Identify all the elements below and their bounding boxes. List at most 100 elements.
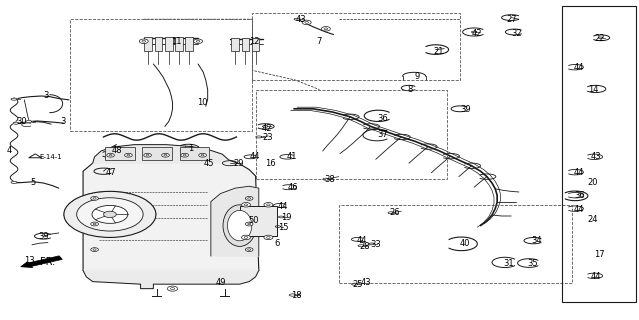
Text: 3: 3 — [43, 92, 49, 100]
Text: 29: 29 — [233, 159, 243, 168]
Bar — [339, 205, 572, 283]
Text: 18: 18 — [291, 292, 302, 300]
Text: 16: 16 — [265, 159, 276, 168]
Text: 30: 30 — [16, 117, 27, 126]
Polygon shape — [26, 121, 32, 123]
Text: 25: 25 — [353, 280, 363, 289]
Circle shape — [146, 155, 149, 156]
Text: 4: 4 — [6, 146, 12, 155]
Text: 7: 7 — [316, 37, 321, 46]
Circle shape — [194, 39, 203, 44]
Circle shape — [127, 155, 130, 156]
Polygon shape — [83, 270, 259, 289]
Text: 27: 27 — [506, 15, 517, 24]
Circle shape — [324, 28, 328, 30]
Text: 35: 35 — [527, 260, 538, 268]
Circle shape — [162, 153, 169, 157]
Polygon shape — [93, 145, 229, 163]
Circle shape — [142, 40, 146, 42]
Circle shape — [93, 223, 96, 225]
Text: 41: 41 — [286, 152, 296, 161]
Circle shape — [245, 248, 253, 252]
Polygon shape — [13, 122, 19, 124]
Circle shape — [93, 198, 96, 199]
Text: 14: 14 — [588, 85, 598, 94]
FancyArrow shape — [29, 154, 42, 158]
Circle shape — [109, 155, 112, 156]
FancyArrow shape — [20, 256, 62, 268]
Circle shape — [199, 153, 206, 157]
Circle shape — [139, 39, 148, 44]
Bar — [231, 38, 239, 51]
Circle shape — [266, 236, 270, 238]
Circle shape — [321, 27, 330, 31]
Polygon shape — [256, 136, 262, 138]
Text: 42: 42 — [472, 29, 482, 38]
Circle shape — [164, 155, 167, 156]
Text: 40: 40 — [460, 239, 470, 248]
Circle shape — [264, 203, 273, 207]
Polygon shape — [11, 98, 17, 100]
Circle shape — [245, 222, 253, 226]
Circle shape — [266, 204, 270, 206]
Text: 9: 9 — [414, 72, 419, 81]
Text: 44: 44 — [357, 236, 367, 245]
Text: 47: 47 — [105, 168, 116, 177]
Text: 17: 17 — [594, 250, 605, 259]
Polygon shape — [323, 178, 329, 180]
Text: 44: 44 — [574, 205, 584, 214]
Polygon shape — [289, 294, 296, 296]
Bar — [175, 37, 183, 51]
Text: 26: 26 — [390, 208, 401, 217]
Text: 42: 42 — [262, 124, 272, 133]
Polygon shape — [263, 125, 268, 127]
Circle shape — [91, 222, 98, 226]
Text: 43: 43 — [591, 152, 602, 161]
Circle shape — [125, 153, 132, 157]
Polygon shape — [11, 181, 17, 183]
Text: 6: 6 — [275, 239, 280, 248]
Text: 36: 36 — [377, 114, 388, 123]
Text: 11: 11 — [171, 37, 181, 46]
Circle shape — [248, 223, 250, 225]
Ellipse shape — [227, 211, 252, 241]
Circle shape — [181, 153, 189, 157]
Circle shape — [167, 286, 178, 291]
Text: 13: 13 — [24, 256, 35, 265]
Text: 37: 37 — [377, 130, 388, 139]
Text: 46: 46 — [288, 183, 298, 192]
Text: 44: 44 — [574, 168, 584, 177]
Circle shape — [183, 155, 186, 156]
Circle shape — [93, 249, 96, 250]
Text: 23: 23 — [262, 133, 273, 142]
Bar — [165, 37, 173, 51]
Text: 28: 28 — [359, 242, 370, 251]
Circle shape — [91, 196, 98, 200]
Circle shape — [92, 205, 128, 223]
Circle shape — [248, 249, 250, 250]
Text: 8: 8 — [408, 85, 413, 94]
Text: 33: 33 — [371, 240, 381, 249]
Polygon shape — [472, 31, 477, 33]
Polygon shape — [369, 243, 374, 245]
Text: 36: 36 — [574, 191, 585, 200]
Text: 22: 22 — [594, 34, 604, 43]
Circle shape — [91, 248, 98, 252]
Text: 45: 45 — [203, 159, 213, 168]
Text: 32: 32 — [511, 29, 522, 38]
Bar — [185, 37, 193, 51]
Polygon shape — [279, 216, 284, 218]
Bar — [180, 147, 209, 160]
Polygon shape — [351, 283, 358, 285]
Text: 31: 31 — [504, 259, 514, 268]
Polygon shape — [598, 37, 603, 38]
Text: 20: 20 — [588, 178, 598, 187]
Bar — [252, 38, 259, 51]
Circle shape — [196, 40, 200, 42]
Polygon shape — [294, 18, 300, 20]
Bar — [70, 19, 252, 131]
Circle shape — [64, 191, 156, 237]
Text: 19: 19 — [281, 213, 291, 222]
Text: 49: 49 — [216, 278, 226, 287]
Text: 5: 5 — [31, 178, 36, 187]
